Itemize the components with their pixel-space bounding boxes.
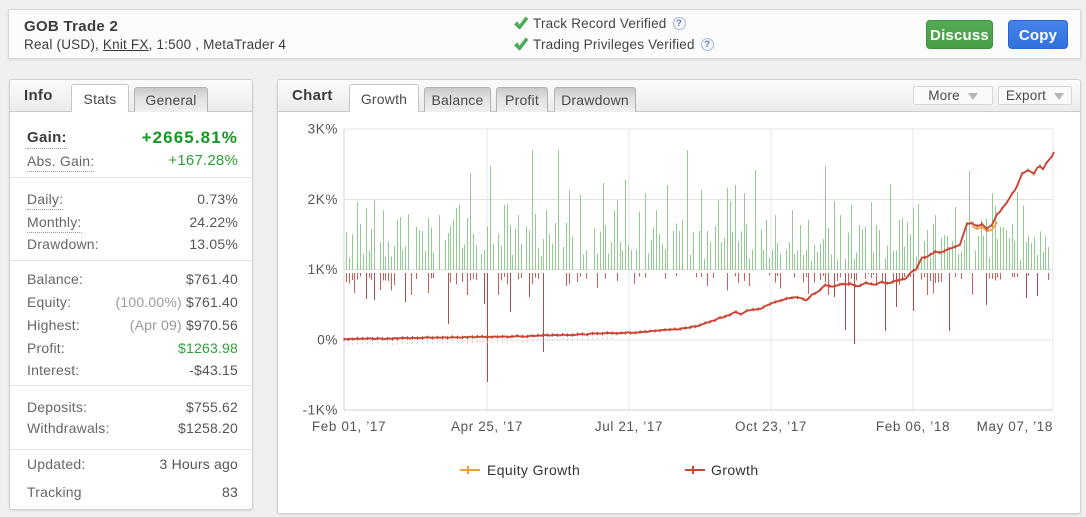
svg-text:Oct 23, ’17: Oct 23, ’17: [735, 419, 807, 434]
svg-text:0%: 0%: [317, 332, 338, 347]
svg-text:Equity Growth: Equity Growth: [487, 462, 580, 478]
svg-text:2K%: 2K%: [308, 192, 338, 207]
svg-text:Apr 25, ’17: Apr 25, ’17: [451, 419, 523, 434]
svg-text:May 07, ’18: May 07, ’18: [977, 419, 1053, 434]
svg-text:-1K%: -1K%: [303, 403, 338, 418]
svg-text:Feb 01, ’17: Feb 01, ’17: [312, 419, 386, 434]
svg-text:Jul 21, ’17: Jul 21, ’17: [595, 419, 663, 434]
svg-text:Growth: Growth: [711, 462, 759, 478]
svg-text:1K%: 1K%: [308, 262, 338, 277]
svg-text:3K%: 3K%: [308, 122, 338, 137]
svg-text:Feb 06, ’18: Feb 06, ’18: [876, 419, 950, 434]
